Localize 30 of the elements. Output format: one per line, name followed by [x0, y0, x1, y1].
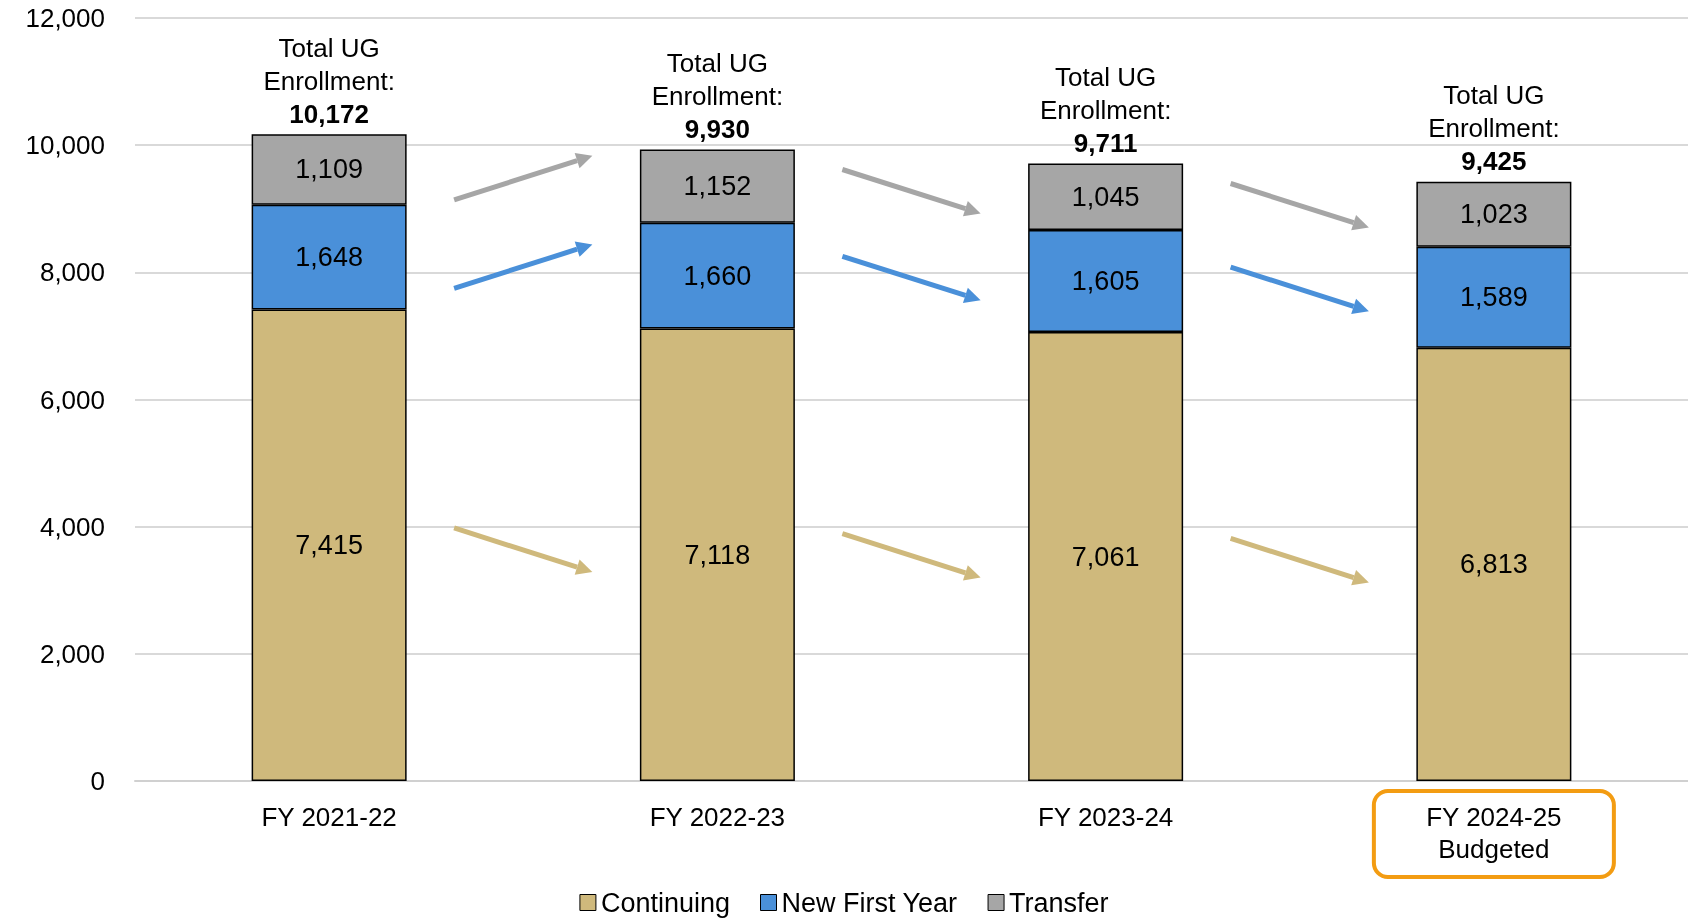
data-label: 7,118: [684, 539, 751, 570]
data-label: 1,589: [1460, 282, 1528, 313]
data-label: 1,605: [1071, 266, 1140, 297]
y-tick-label: 2,000: [39, 638, 105, 669]
total-label: Total UG Enrollment: 9,425: [1428, 80, 1560, 177]
y-tick-label: 0: [90, 766, 105, 796]
legend-label: New First Year: [781, 887, 958, 918]
x-tick-label: FY 2023-24: [1037, 802, 1174, 832]
y-tick-label: 6,000: [39, 384, 105, 415]
total-label: Total UG Enrollment: 10,172: [263, 32, 395, 129]
data-label: 1,152: [683, 171, 752, 202]
y-tick-label: 12,000: [25, 3, 105, 33]
total-label: Total UG Enrollment: 9,930: [651, 48, 784, 145]
legend-label: Continuing: [600, 887, 731, 918]
data-label: 1,648: [295, 242, 363, 273]
legend-label: Transfer: [1009, 887, 1109, 918]
data-label: 1,045: [1071, 181, 1140, 212]
data-label: 6,813: [1460, 549, 1528, 580]
data-label: 1,660: [683, 260, 752, 291]
data-label: 1,023: [1460, 199, 1528, 230]
y-tick-label: 4,000: [39, 511, 105, 542]
x-tick-label: FY 2024-25 Budgeted: [1426, 802, 1562, 864]
y-tick-label: 8,000: [39, 257, 105, 288]
y-tick-label: 10,000: [25, 130, 105, 161]
total-label: Total UG Enrollment: 9,711: [1039, 62, 1172, 159]
data-label: 1,109: [295, 154, 363, 185]
data-label: 7,061: [1071, 541, 1140, 572]
x-tick-label: FY 2021-22: [261, 802, 397, 832]
x-tick-label: FY 2022-23: [649, 802, 786, 832]
data-label: 7,415: [295, 530, 363, 561]
